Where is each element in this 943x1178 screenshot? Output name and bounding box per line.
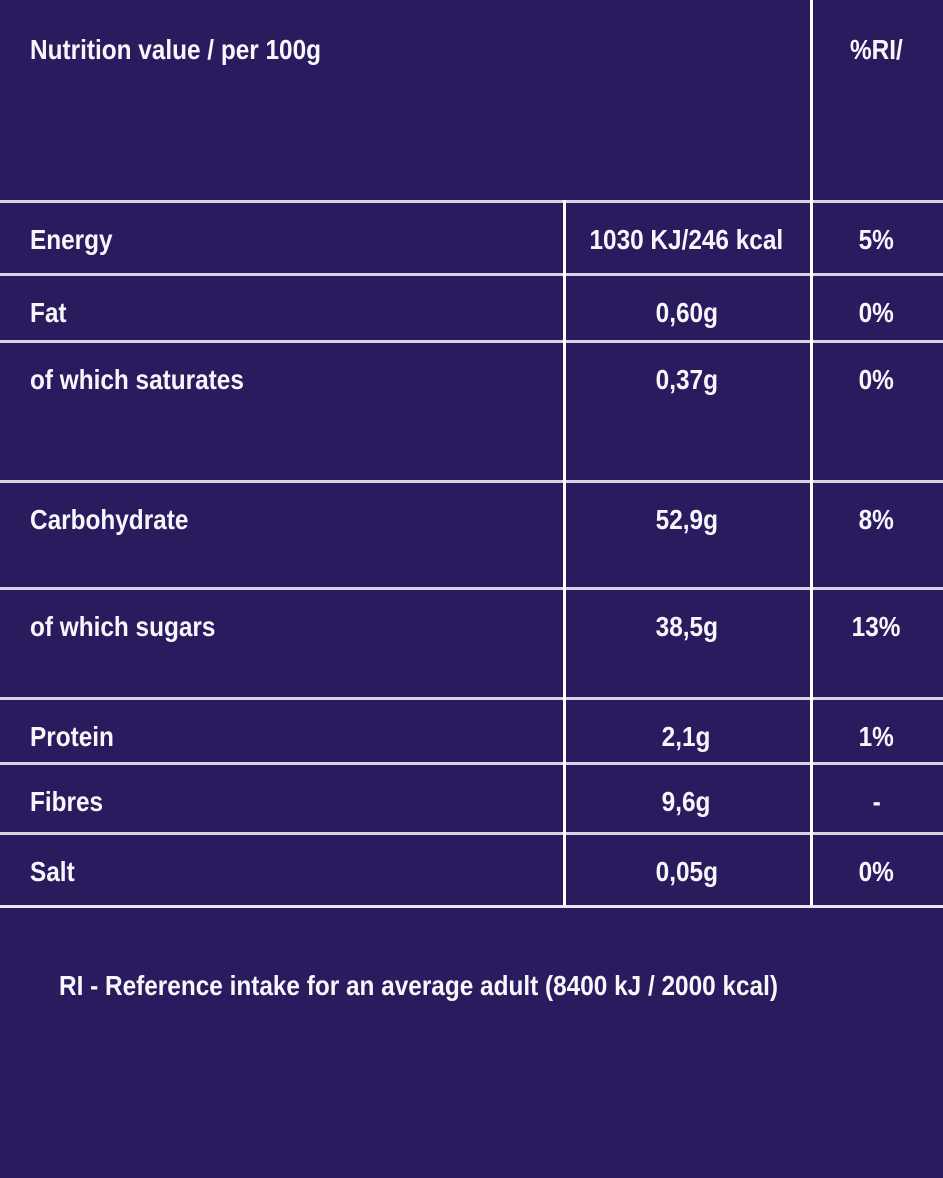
nutrient-amount-cell: 38,5g (563, 590, 810, 697)
ri-column-header-cell: %RI/ (810, 0, 943, 200)
nutrient-amount: 52,9g (655, 504, 718, 535)
nutrient-ri-cell: 0% (810, 343, 943, 480)
nutrient-name-cell: Salt (0, 835, 563, 905)
nutrient-ri-cell: - (810, 765, 943, 832)
nutrient-ri: 1% (858, 721, 895, 752)
table-row-sugars: of which sugars 38,5g 13% (0, 587, 943, 697)
nutrient-amount-cell: 0,37g (563, 343, 810, 480)
nutrient-name: of which sugars (30, 611, 216, 642)
table-row-energy: Energy 1030 KJ/246 kcal 5% (0, 200, 943, 273)
nutrient-amount: 38,5g (655, 611, 718, 642)
nutrient-amount: 0,60g (655, 297, 718, 328)
reference-intake-footnote: RI - Reference intake for an average adu… (59, 970, 779, 1001)
nutrient-name-cell: Fibres (0, 765, 563, 832)
nutrient-name-cell: of which saturates (0, 343, 563, 480)
table-header: Nutrition value / per 100g %RI/ (0, 0, 943, 200)
nutrient-ri-cell: 5% (810, 203, 943, 273)
ri-column-header: %RI/ (850, 34, 903, 65)
table-row-carbohydrate: Carbohydrate 52,9g 8% (0, 480, 943, 587)
grid-vertical-line-middle (563, 200, 566, 905)
nutrient-name-cell: Fat (0, 276, 563, 340)
nutrient-ri: 5% (858, 224, 895, 255)
nutrient-ri-cell: 1% (810, 700, 943, 762)
grid-vertical-line-right (810, 0, 813, 905)
nutrient-amount: 0,37g (655, 364, 718, 395)
nutrient-amount-cell: 52,9g (563, 483, 810, 587)
nutrient-ri: 0% (858, 364, 895, 395)
table-title-cell: Nutrition value / per 100g (0, 0, 810, 200)
nutrient-amount-cell: 9,6g (563, 765, 810, 832)
nutrient-ri-cell: 13% (810, 590, 943, 697)
nutrient-amount-cell: 0,05g (563, 835, 810, 905)
nutrient-name: Energy (30, 224, 113, 255)
table-row-fibres: Fibres 9,6g - (0, 762, 943, 832)
table-row-protein: Protein 2,1g 1% (0, 697, 943, 762)
nutrient-amount: 1030 KJ/246 kcal (589, 224, 784, 255)
nutrient-name: Carbohydrate (30, 504, 189, 535)
nutrient-name-cell: Carbohydrate (0, 483, 563, 587)
nutrient-amount: 2,1g (662, 721, 711, 752)
nutrient-amount: 0,05g (655, 856, 718, 887)
nutrient-name: Salt (30, 856, 75, 887)
nutrient-amount-cell: 1030 KJ/246 kcal (563, 203, 810, 273)
nutrient-ri: 8% (858, 504, 895, 535)
nutrient-ri-cell: 0% (810, 835, 943, 905)
nutrient-ri: 0% (858, 856, 895, 887)
table-row-fat: Fat 0,60g 0% (0, 273, 943, 340)
nutrient-amount-cell: 0,60g (563, 276, 810, 340)
nutrient-name: Fibres (30, 786, 104, 817)
reference-intake-footnote-area: RI - Reference intake for an average adu… (0, 905, 943, 1034)
nutrient-ri: 13% (852, 611, 901, 642)
table-row-salt: Salt 0,05g 0% (0, 832, 943, 905)
nutrient-name: Protein (30, 721, 114, 752)
nutrient-ri-cell: 0% (810, 276, 943, 340)
nutrient-name-cell: Energy (0, 203, 563, 273)
nutrient-amount: 9,6g (662, 786, 711, 817)
nutrient-name: Fat (30, 297, 67, 328)
table-row-saturates: of which saturates 0,37g 0% (0, 340, 943, 480)
table-title: Nutrition value / per 100g (30, 34, 322, 65)
nutrient-ri: - (872, 786, 881, 817)
nutrient-ri: 0% (858, 297, 895, 328)
nutrient-amount-cell: 2,1g (563, 700, 810, 762)
nutrient-name-cell: Protein (0, 700, 563, 762)
nutrient-name: of which saturates (30, 364, 244, 395)
nutrient-ri-cell: 8% (810, 483, 943, 587)
nutrient-name-cell: of which sugars (0, 590, 563, 697)
